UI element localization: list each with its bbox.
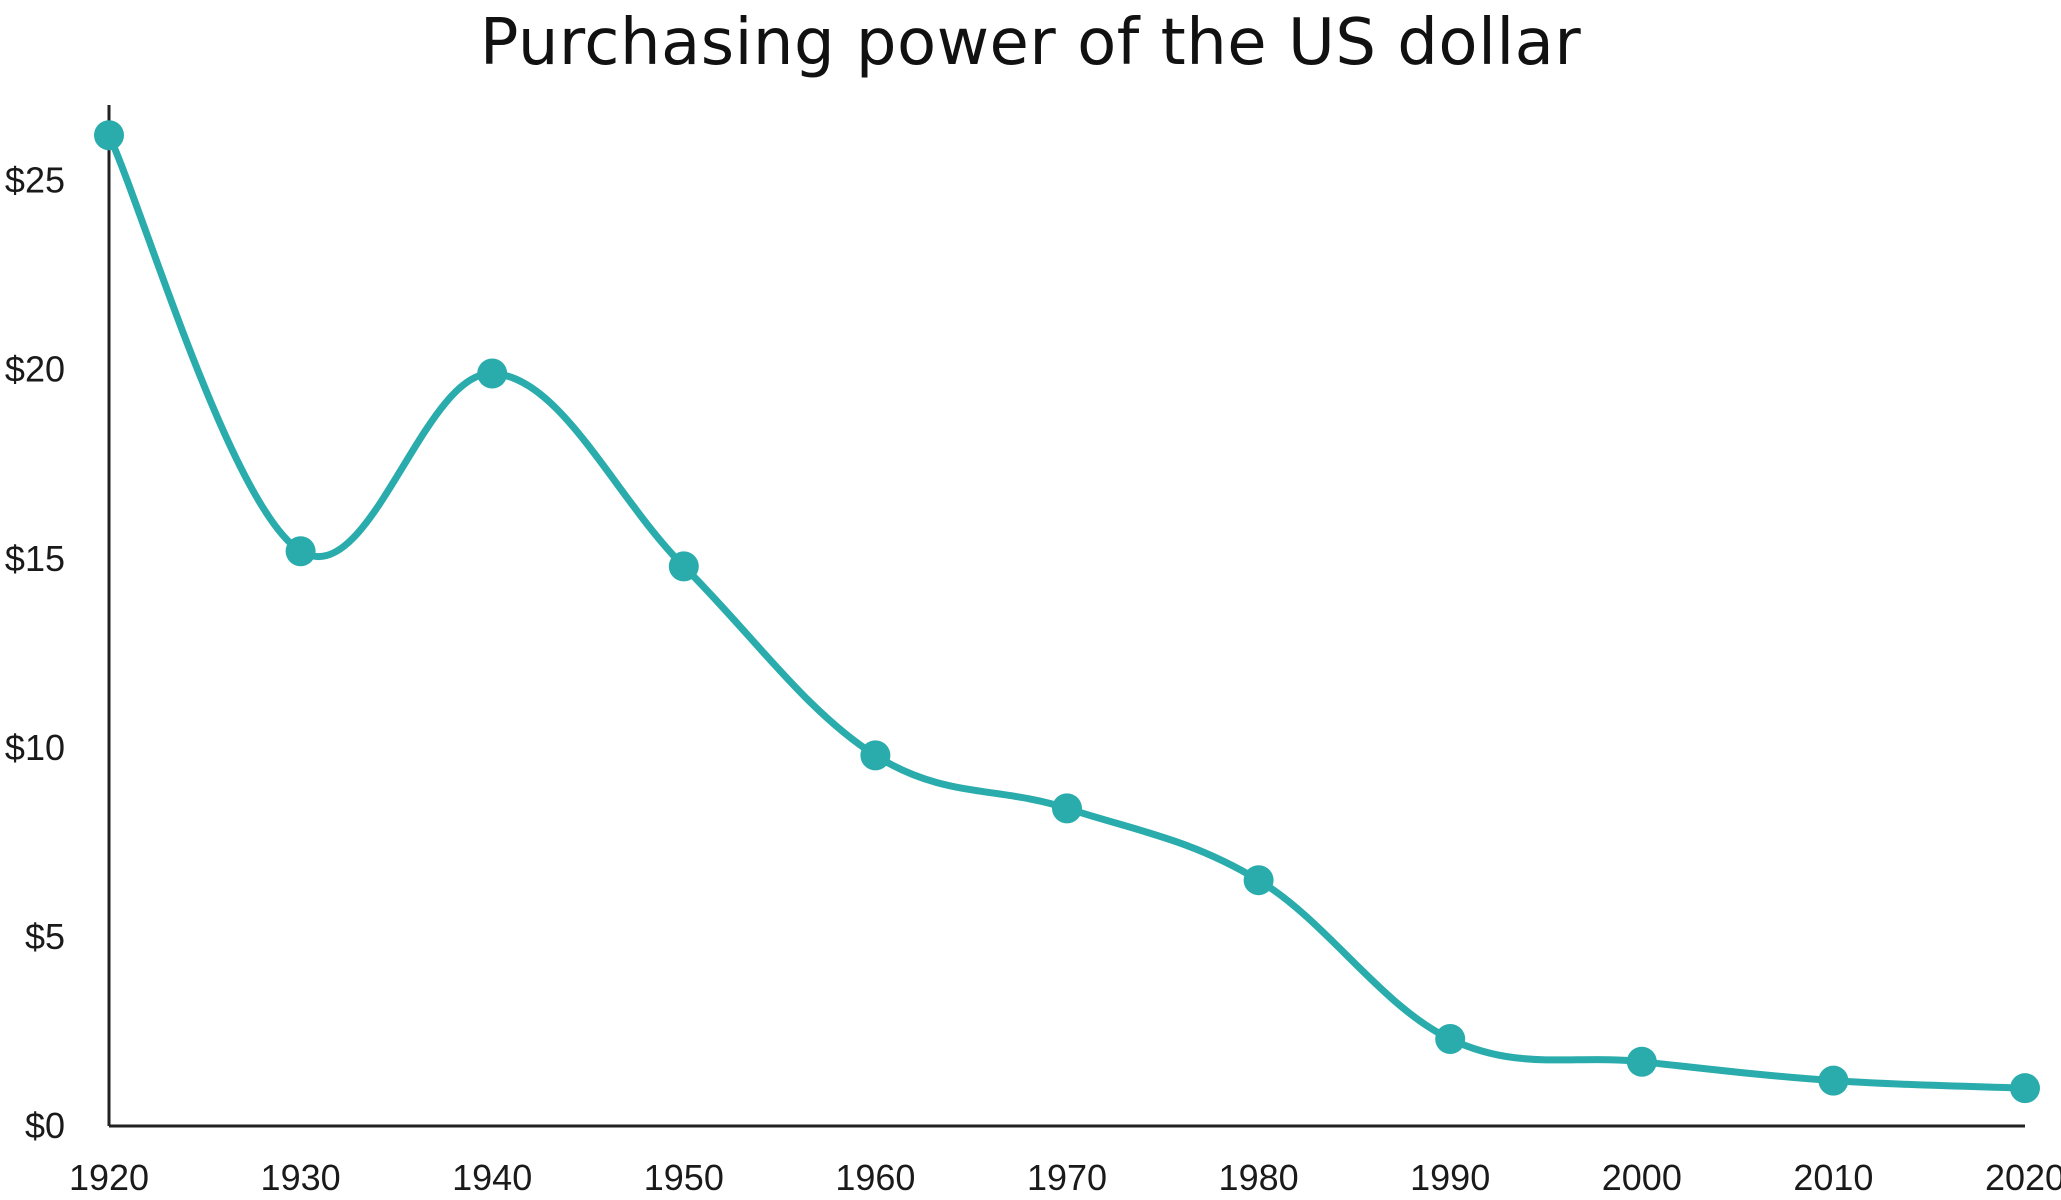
series-line-group (105, 131, 2029, 1092)
axes (107, 105, 2025, 1128)
x-tick-label: 1930 (261, 1157, 341, 1198)
x-tick-label: 1940 (452, 1157, 532, 1198)
chart-title: Purchasing power of the US dollar (479, 6, 1582, 80)
data-point (1626, 1046, 1657, 1077)
y-tick-label: $10 (5, 727, 65, 768)
y-tick-label: $25 (5, 160, 65, 201)
data-points (94, 120, 2040, 1104)
data-point (2010, 1073, 2040, 1104)
series-line (105, 131, 2029, 1092)
x-tick-label: 1980 (1219, 1157, 1299, 1198)
x-tick-label: 2000 (1602, 1157, 1682, 1198)
data-point (668, 551, 699, 582)
x-tick-label: 2010 (1793, 1157, 1873, 1198)
x-tick-label: 2020 (1985, 1157, 2061, 1198)
tick-labels: $0 $5 $10 $15 $20 $25 1920 1930 1940 1950 1960 1970… (5, 160, 2061, 1198)
data-point (477, 358, 508, 389)
x-tick-label: 1970 (1027, 1157, 1107, 1198)
y-tick-label: $5 (25, 916, 65, 957)
data-point (285, 536, 316, 567)
y-tick-label: $15 (5, 538, 65, 579)
data-point (1052, 793, 1082, 824)
y-tick-label: $0 (25, 1105, 65, 1146)
x-tick-label: 1920 (69, 1157, 149, 1198)
data-point (94, 120, 124, 151)
x-tick-label: 1960 (835, 1157, 915, 1198)
data-point (860, 740, 891, 771)
data-point (1243, 865, 1274, 896)
x-tick-label: 1950 (644, 1157, 724, 1198)
x-tick-label: 1990 (1410, 1157, 1490, 1198)
y-tick-label: $20 (5, 349, 65, 390)
data-point (1818, 1065, 1849, 1096)
data-point (1435, 1024, 1466, 1055)
